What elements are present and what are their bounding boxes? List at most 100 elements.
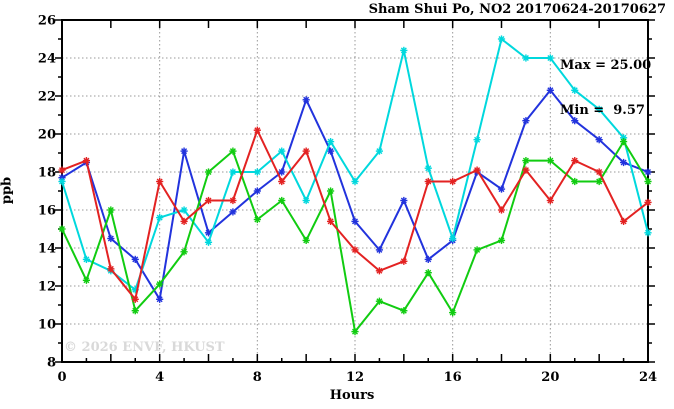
marker-blue xyxy=(595,136,603,144)
marker-cyan xyxy=(424,164,432,172)
y-tick-label: 8 xyxy=(47,356,56,371)
marker-blue xyxy=(278,168,286,176)
marker-red xyxy=(497,206,506,214)
min-value-label: Min = 9.57 xyxy=(560,103,645,118)
x-tick-label: 12 xyxy=(346,370,364,385)
marker-blue xyxy=(644,168,652,176)
marker-cyan xyxy=(571,86,579,94)
x-tick-label: 24 xyxy=(639,370,657,385)
marker-green xyxy=(473,246,481,254)
x-tick-label: 20 xyxy=(541,370,559,385)
marker-blue xyxy=(546,86,554,94)
marker-red xyxy=(473,166,481,174)
y-tick-label: 16 xyxy=(38,204,56,219)
marker-green xyxy=(644,177,652,186)
marker-cyan xyxy=(180,206,188,214)
marker-green xyxy=(424,269,432,277)
y-tick-label: 26 xyxy=(38,14,56,29)
marker-green xyxy=(131,307,139,315)
marker-blue xyxy=(571,117,579,125)
marker-green xyxy=(326,187,335,195)
tick-labels: 8 10 12 14 16 18 20 22 24 26 0 4 8 12 16 20 24 xyxy=(38,14,657,386)
y-tick-label: 22 xyxy=(38,90,56,105)
x-tick-label: 4 xyxy=(155,370,164,385)
marker-blue xyxy=(375,246,384,254)
marker-green xyxy=(156,280,164,288)
marker-red xyxy=(375,267,384,275)
x-tick-label: 16 xyxy=(444,370,462,385)
marker-green xyxy=(204,168,213,176)
marker-red xyxy=(400,257,408,265)
marker-red xyxy=(449,177,457,186)
marker-cyan xyxy=(375,147,384,155)
marker-green xyxy=(302,236,310,244)
marker-blue xyxy=(131,255,139,263)
marker-cyan xyxy=(522,54,530,62)
marker-red xyxy=(424,177,432,186)
marker-red xyxy=(571,157,579,165)
y-tick-label: 14 xyxy=(38,242,56,257)
y-axis-label: ppb xyxy=(0,176,15,205)
y-tick-label: 12 xyxy=(38,280,56,295)
marker-red xyxy=(229,196,237,205)
marker-red xyxy=(204,196,213,205)
marker-blue xyxy=(351,217,359,225)
x-axis-label: Hours xyxy=(329,388,375,403)
y-tick-label: 18 xyxy=(38,166,56,181)
marker-blue xyxy=(400,196,408,205)
marker-green xyxy=(595,177,603,186)
y-tick-label: 10 xyxy=(38,318,56,333)
series-green xyxy=(58,138,652,336)
marker-red xyxy=(156,177,164,186)
marker-red xyxy=(326,217,335,225)
marker-red xyxy=(595,168,603,176)
marker-cyan xyxy=(595,105,603,113)
marker-cyan xyxy=(326,138,335,146)
series-red xyxy=(58,126,652,303)
marker-green xyxy=(107,206,115,214)
axis-ticks xyxy=(55,19,655,363)
marker-green xyxy=(180,248,188,256)
marker-green xyxy=(278,196,286,205)
marker-green xyxy=(351,328,359,336)
marker-cyan xyxy=(473,136,481,144)
stats-box: Max = 25.00 Min = 9.57 xyxy=(560,28,651,148)
marker-red xyxy=(351,246,359,254)
marker-green xyxy=(375,297,384,305)
x-tick-label: 8 xyxy=(253,370,262,385)
marker-green xyxy=(497,236,506,244)
x-tick-label: 0 xyxy=(57,370,66,385)
marker-cyan xyxy=(497,35,506,43)
marker-blue xyxy=(253,187,261,195)
marker-cyan xyxy=(449,234,457,243)
marker-red xyxy=(522,166,530,174)
marker-cyan xyxy=(278,147,286,155)
marker-green xyxy=(82,276,91,284)
marker-cyan xyxy=(58,177,66,186)
marker-red xyxy=(180,217,188,225)
marker-blue xyxy=(229,208,237,216)
marker-blue xyxy=(107,234,115,243)
marker-red xyxy=(253,126,261,134)
marker-green xyxy=(522,157,530,165)
marker-red xyxy=(58,166,66,174)
marker-green xyxy=(449,309,457,317)
marker-blue xyxy=(424,255,432,263)
marker-cyan xyxy=(546,54,554,62)
marker-green xyxy=(571,177,579,186)
marker-cyan xyxy=(82,255,91,263)
marker-green xyxy=(58,225,66,233)
marker-cyan xyxy=(351,177,359,186)
marker-green xyxy=(619,138,628,146)
marker-cyan xyxy=(204,238,213,246)
marker-cyan xyxy=(229,168,237,176)
marker-green xyxy=(253,215,261,224)
marker-cyan xyxy=(302,196,310,205)
marker-red xyxy=(619,217,628,225)
marker-red xyxy=(546,196,554,205)
chart-title: Sham Shui Po, NO2 20170624-20170627 xyxy=(368,2,666,17)
y-tick-label: 24 xyxy=(38,52,56,67)
marker-blue xyxy=(497,185,506,193)
marker-red xyxy=(82,157,91,165)
marker-blue xyxy=(522,117,530,125)
